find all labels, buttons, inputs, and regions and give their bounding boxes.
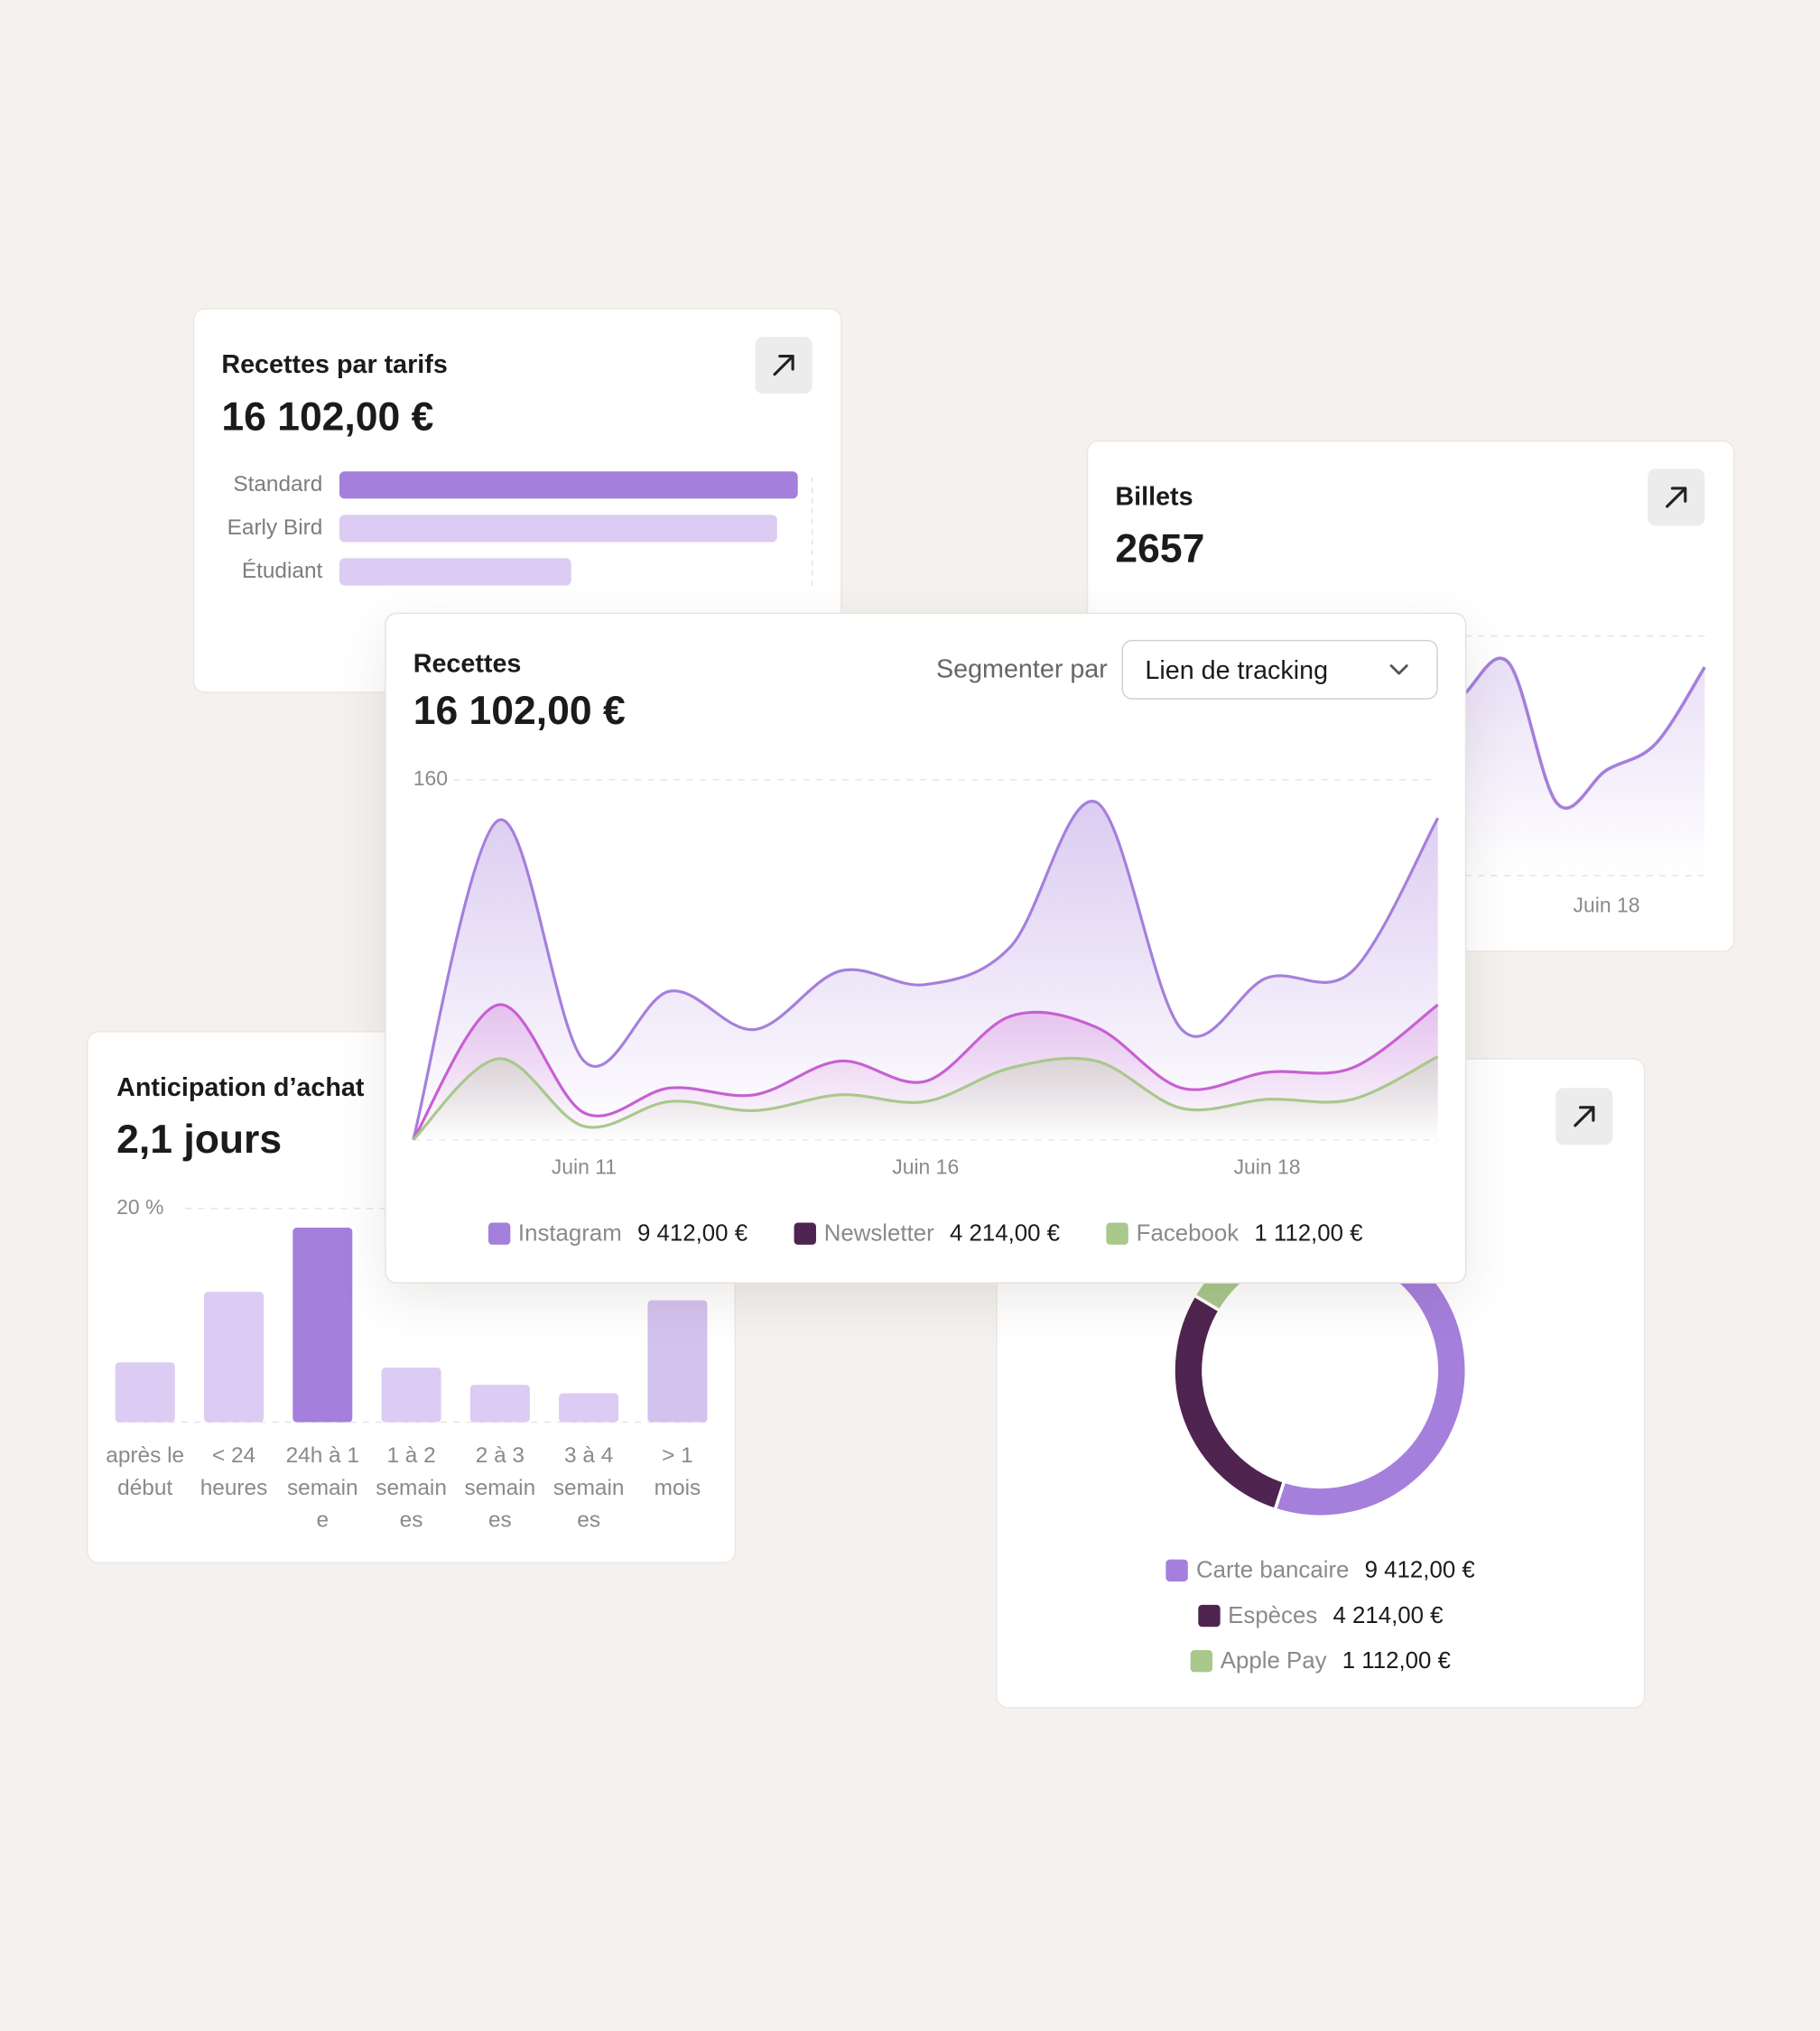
bar xyxy=(292,1228,353,1423)
card-title: Anticipation d’achat xyxy=(116,1073,365,1103)
legend-item: Facebook 1 112,00 € xyxy=(1106,1220,1363,1247)
legend-name: Carte bancaire xyxy=(1195,1556,1350,1583)
legend-name: Instagram xyxy=(517,1220,622,1247)
legend-name: Facebook xyxy=(1136,1220,1240,1247)
bar xyxy=(339,515,777,543)
arrow-icon xyxy=(1666,487,1687,508)
card-title: Recettes par tarifs xyxy=(221,350,448,380)
chevron-icon xyxy=(1389,664,1408,675)
bar xyxy=(647,1300,708,1423)
x-tick-label: > 1 mois xyxy=(654,1442,701,1500)
line xyxy=(412,1055,1439,1141)
card-value: 16 102,00 € xyxy=(413,687,626,734)
open-button[interactable] xyxy=(1555,1088,1613,1145)
legend: Carte bancaire 9 412,00 € Espèces 4 214,00 … xyxy=(998,1553,1644,1677)
bar-label: Étudiant xyxy=(242,559,323,583)
legend-value: 9 412,00 € xyxy=(636,1220,748,1247)
card-value: 16 102,00 € xyxy=(221,394,434,440)
bar-label: Early Bird xyxy=(228,515,323,540)
area-fill xyxy=(413,801,1438,1140)
legend-name: Apple Pay xyxy=(1220,1647,1327,1674)
area-fill xyxy=(413,1056,1438,1140)
card-value: 2,1 jours xyxy=(116,1116,283,1163)
bar xyxy=(469,1385,530,1423)
segment-label: Segmenter par xyxy=(935,655,1108,684)
open-button[interactable] xyxy=(1648,468,1705,526)
x-tick-label: 2 à 3 semaines xyxy=(464,1442,536,1533)
legend-name: Newsletter xyxy=(823,1220,934,1247)
legend-swatch xyxy=(488,1222,511,1245)
legend-name: Espèces xyxy=(1228,1601,1318,1628)
legend-swatch xyxy=(1106,1222,1129,1245)
x-tick-label: 3 à 4 semaines xyxy=(552,1442,625,1533)
legend-item: Instagram 9 412,00 € xyxy=(488,1220,748,1247)
arrow-icon xyxy=(773,355,794,376)
x-tick-label: 24h à 1 semaine xyxy=(285,1442,359,1533)
segment-value: Lien de tracking xyxy=(1145,656,1329,686)
legend-value: 1 112,00 € xyxy=(1254,1220,1363,1247)
open-button[interactable] xyxy=(755,337,812,394)
legend-value: 4 214,00 € xyxy=(949,1220,1061,1247)
x-tick-label: Juin 18 xyxy=(1574,893,1640,916)
x-tick-label: Juin 16 xyxy=(892,1155,959,1178)
legend-item: Espèces 4 214,00 € xyxy=(1198,1599,1444,1632)
card-value: 2657 xyxy=(1115,525,1205,571)
x-tick-label: 1 à 2 semaines xyxy=(376,1442,447,1533)
card: 160 Juin 11 Juin 16 Juin 18 Recettes 16 102… xyxy=(385,614,1465,1283)
legend-value: 4 214,00 € xyxy=(1332,1601,1444,1628)
bar xyxy=(339,471,798,499)
bar xyxy=(115,1362,175,1423)
x-tick-label: Juin 11 xyxy=(552,1155,617,1178)
legend-value: 9 412,00 € xyxy=(1364,1556,1475,1583)
legend-item: Newsletter 4 214,00 € xyxy=(794,1220,1060,1247)
bar xyxy=(203,1292,264,1423)
legend-item: Apple Pay 1 112,00 € xyxy=(1190,1644,1451,1677)
line xyxy=(412,1003,1439,1141)
plot: 20 % xyxy=(115,1195,708,1424)
x-tick-label: Juin 18 xyxy=(1234,1155,1301,1178)
card-title: Recettes xyxy=(413,650,522,679)
plot: Standard Early Bird Étudiant xyxy=(228,471,813,588)
legend-item: Carte bancaire 9 412,00 € xyxy=(1165,1553,1475,1586)
bar xyxy=(339,558,571,586)
bar xyxy=(381,1368,441,1423)
bar xyxy=(559,1393,619,1423)
plot: 160 Juin 11 Juin 16 Juin 18 xyxy=(412,766,1440,1178)
legend-swatch xyxy=(1198,1604,1221,1627)
y-tick-label: 160 xyxy=(413,766,448,790)
legend-swatch xyxy=(1165,1558,1189,1581)
x-tick-label: après le début xyxy=(106,1442,185,1500)
x-tick-label: < 24 heures xyxy=(200,1442,268,1500)
card-title: Billets xyxy=(1115,483,1193,512)
segment-dropdown[interactable]: Lien de tracking xyxy=(1121,639,1438,700)
legend: Instagram 9 412,00 € Newsletter 4 214,00 € F… xyxy=(386,1220,1465,1247)
legend-value: 1 112,00 € xyxy=(1342,1647,1451,1674)
y-tick-label: 20 % xyxy=(116,1195,163,1219)
line xyxy=(412,800,1440,1141)
legend-swatch xyxy=(794,1222,817,1245)
legend-swatch xyxy=(1190,1649,1213,1672)
bar-label: Standard xyxy=(233,472,322,496)
donut-slice xyxy=(1172,1293,1286,1512)
arrow-icon xyxy=(1574,1106,1595,1127)
